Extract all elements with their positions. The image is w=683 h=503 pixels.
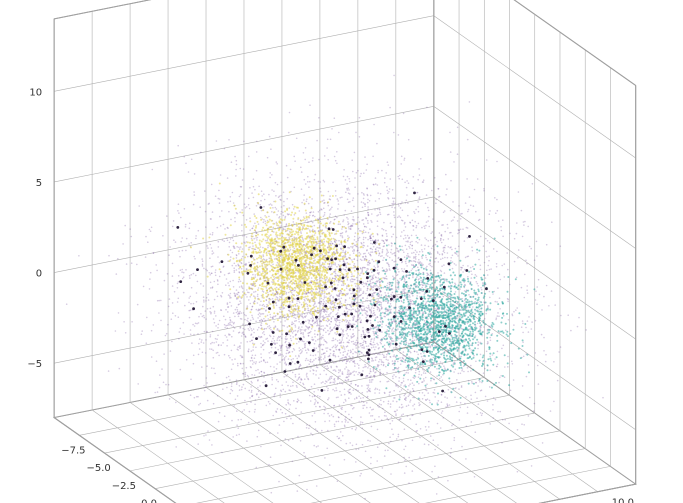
tick-label: −5 xyxy=(27,359,42,370)
scatter3d-chart: −7.5−5.0−2.50.02.55.07.5−10.0−7.5−5.0−2.… xyxy=(0,0,683,503)
tick-label: 0 xyxy=(36,269,42,280)
tick-label: 10.0 xyxy=(612,498,634,503)
tick-label: −2.5 xyxy=(112,481,136,492)
tick-label: 5 xyxy=(36,178,42,189)
tick-label: 0.0 xyxy=(141,499,157,503)
tick-label: −7.5 xyxy=(61,445,85,456)
tick-label: 10 xyxy=(29,87,42,98)
tick-label: −5.0 xyxy=(86,463,110,474)
